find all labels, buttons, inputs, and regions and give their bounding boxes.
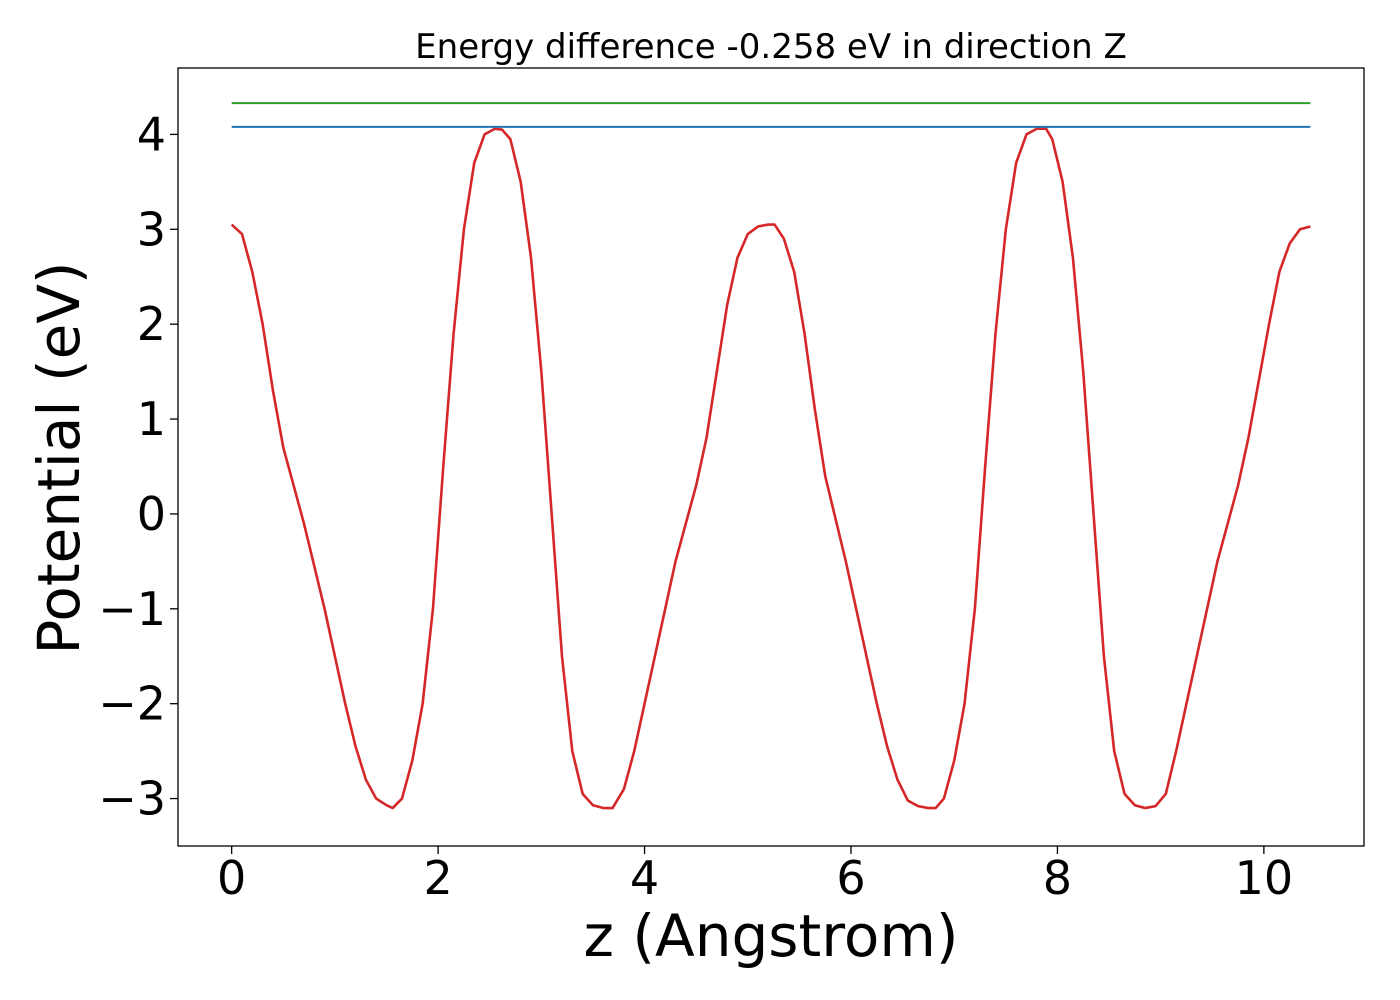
y-axis: −3 −2 −1 0 1 2 3 4 xyxy=(98,107,178,826)
chart-title: Energy difference -0.258 eV in direction… xyxy=(415,27,1127,67)
y-tick-label: −2 xyxy=(98,677,166,731)
x-tick-label: 10 xyxy=(1235,851,1294,905)
x-axis: 0 2 4 6 8 10 xyxy=(217,846,1293,905)
y-tick-label: 4 xyxy=(137,107,166,161)
y-tick-label: 2 xyxy=(137,297,166,351)
y-tick-label: −3 xyxy=(98,772,166,826)
y-tick-label: 1 xyxy=(137,392,166,446)
x-tick-label: 4 xyxy=(630,851,659,905)
x-tick-label: 8 xyxy=(1043,851,1072,905)
x-tick-label: 0 xyxy=(217,851,246,905)
x-tick-label: 2 xyxy=(423,851,452,905)
y-axis-label: Potential (eV) xyxy=(25,261,93,654)
plot-area xyxy=(230,102,1311,810)
plot-frame xyxy=(177,67,1365,847)
y-tick-label: 0 xyxy=(137,487,166,541)
y-tick-label: 3 xyxy=(137,202,166,256)
y-tick-label: −1 xyxy=(98,582,166,636)
series-line-0 xyxy=(230,127,1311,810)
x-tick-label: 6 xyxy=(836,851,865,905)
x-axis-label: z (Angstrom) xyxy=(584,902,959,970)
